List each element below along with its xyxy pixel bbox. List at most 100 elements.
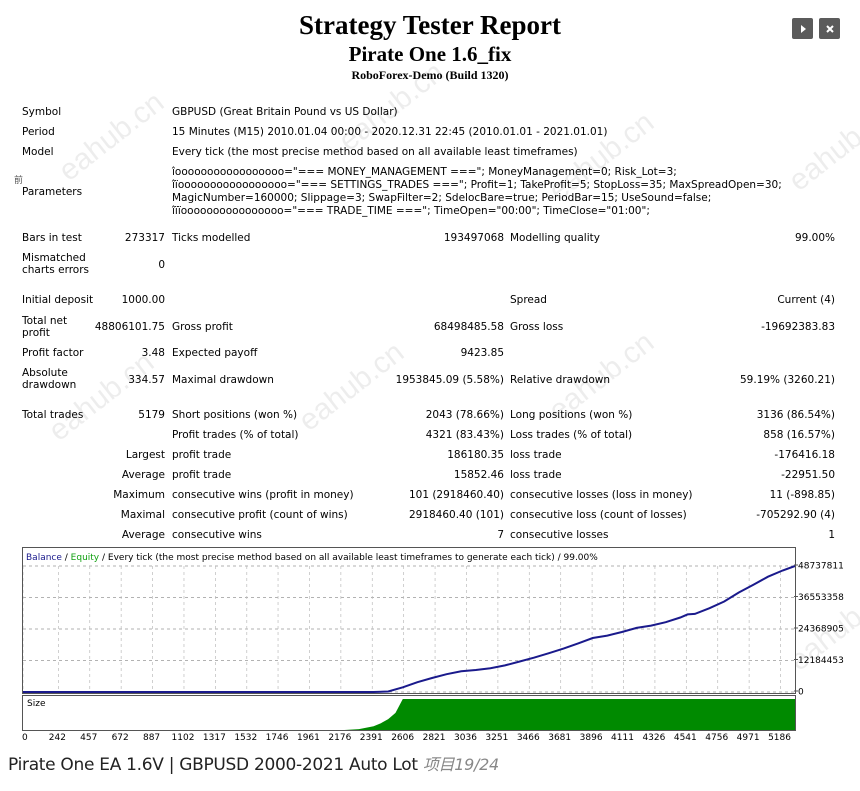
size-chart: Size (22, 695, 796, 731)
spread-value: Current (4) (777, 294, 835, 306)
average-consec-profit-value: 7 (497, 529, 504, 541)
y-axis-labels: 0 12184453 24368905 36553358 48737811 (794, 562, 844, 698)
x-tick-label: 887 (143, 733, 160, 743)
symbol-value: GBPUSD (Great Britain Pound vs US Dollar… (172, 106, 398, 118)
legend-balance: Balance (26, 553, 62, 563)
x-tick-label: 3466 (517, 733, 540, 743)
bars-label: Bars in test (22, 232, 82, 244)
average-loss-value: -22951.50 (781, 469, 835, 481)
bars-value: 273317 (124, 232, 165, 244)
profit-trades-value: 4321 (83.43%) (425, 429, 504, 441)
period-value: 15 Minutes (M15) 2010.01.04 00:00 - 2020… (172, 126, 608, 138)
caption-page: 项目19/24 (422, 755, 499, 774)
balance-chart: Balance / Equity / Every tick (the most … (22, 547, 796, 694)
watermark: eahub.cn (292, 335, 411, 438)
profit-trades-label: Profit trades (% of total) (172, 429, 299, 441)
deposit-value: 1000.00 (121, 294, 165, 306)
series-line-balance (23, 565, 795, 693)
x-tick-label: 2821 (423, 733, 446, 743)
max-drawdown-label: Maximal drawdown (172, 374, 274, 386)
x-tick-label: 4111 (611, 733, 634, 743)
abs-drawdown-label: Absolute drawdown (22, 367, 77, 391)
maximum-profit-value: 101 (2918460.40) (408, 489, 504, 501)
largest-label: Largest (125, 449, 165, 461)
max-drawdown-value: 1953845.09 (5.58%) (395, 374, 504, 386)
maximum-loss-value: 11 (-898.85) (769, 489, 835, 501)
x-tick-label: 1961 (297, 733, 320, 743)
largest-loss-label: loss trade (510, 449, 562, 461)
rel-drawdown-label: Relative drawdown (510, 374, 611, 386)
maximal-loss-label: consecutive loss (count of losses) (510, 509, 687, 521)
watermark: eahub.cn (52, 85, 171, 188)
x-tick-label: 4326 (642, 733, 665, 743)
average-loss-label: loss trade (510, 469, 562, 481)
play-button[interactable] (792, 18, 813, 39)
x-tick-label: 242 (49, 733, 66, 743)
maximal-profit-label: consecutive profit (count of wins) (172, 509, 348, 521)
x-tick-label: 457 (80, 733, 97, 743)
net-profit-label: Total net profit (22, 315, 68, 339)
close-icon (825, 24, 834, 33)
gross-profit-label: Gross profit (172, 321, 233, 333)
total-trades-label: Total trades (22, 409, 84, 421)
symbol-label: Symbol (22, 106, 62, 118)
y-tick-label: 36553358 (798, 593, 844, 603)
net-profit-value: 48806101.75 (94, 321, 165, 333)
average-consec-profit-label: consecutive wins (172, 529, 262, 541)
expected-payoff-value: 9423.85 (460, 347, 504, 359)
x-tick-label: 2391 (360, 733, 383, 743)
x-tick-label: 5186 (768, 733, 791, 743)
gross-profit-value: 68498485.58 (433, 321, 504, 333)
x-tick-label: 2176 (328, 733, 351, 743)
expected-payoff-label: Expected payoff (172, 347, 258, 359)
short-label: Short positions (won %) (172, 409, 298, 421)
report-title: Strategy Tester Report (299, 10, 561, 40)
long-label: Long positions (won %) (510, 409, 633, 421)
close-button[interactable] (819, 18, 840, 39)
x-tick-label: 3681 (548, 733, 571, 743)
broker-build: RoboForex-Demo (Build 1320) (351, 68, 509, 82)
mismatched-value: 0 (158, 259, 165, 271)
y-tick-label: 12184453 (798, 656, 844, 666)
x-tick-label: 2606 (391, 733, 414, 743)
long-value: 3136 (86.54%) (756, 409, 835, 421)
side-glyph: 前 (14, 176, 24, 186)
largest-profit-value: 186180.35 (447, 449, 504, 461)
x-axis-labels: 0 242 457 672 887 1102 1317 1532 1746 1961 2176 239… (22, 733, 791, 743)
average-profit-label: profit trade (172, 469, 232, 481)
report-subtitle: Pirate One 1.6_fix (348, 42, 512, 66)
legend-suffix: / Every tick (the most precise method ba… (99, 553, 598, 563)
ticks-label: Ticks modelled (172, 232, 251, 244)
loss-trades-label: Loss trades (% of total) (510, 429, 633, 441)
size-label: Size (27, 699, 46, 709)
y-tick-label: 48737811 (798, 562, 844, 572)
x-tick-label: 672 (112, 733, 129, 743)
y-tick-label: 24368905 (798, 625, 844, 635)
abs-drawdown-value: 334.57 (128, 374, 165, 386)
x-tick-label: 3251 (485, 733, 508, 743)
legend-equity: Equity (70, 553, 100, 563)
x-tick-label: 4756 (705, 733, 728, 743)
legend-separator: / (61, 553, 71, 563)
watermark: eahub.cn (42, 345, 161, 448)
x-tick-label: 3036 (454, 733, 477, 743)
loss-trades-value: 858 (16.57%) (763, 429, 835, 441)
x-tick-label: 4541 (674, 733, 697, 743)
average-consec-label: Average (121, 529, 165, 541)
maximum-profit-label: consecutive wins (profit in money) (172, 489, 354, 501)
average-consec-loss-value: 1 (828, 529, 835, 541)
x-tick-label: 4971 (737, 733, 760, 743)
spread-label: Spread (510, 294, 547, 306)
caption: Pirate One EA 1.6V | GBPUSD 2000-2021 Au… (8, 751, 499, 775)
model-value: Every tick (the most precise method base… (172, 146, 578, 158)
maximum-label: Maximum (113, 489, 165, 501)
model-label: Model (22, 146, 54, 158)
largest-loss-value: -176416.18 (774, 449, 835, 461)
balance-chart-plot (23, 565, 795, 693)
quality-label: Modelling quality (510, 232, 600, 244)
gross-loss-value: -19692383.83 (761, 321, 835, 333)
x-tick-label: 1102 (172, 733, 195, 743)
total-trades-value: 5179 (138, 409, 165, 421)
maximal-profit-value: 2918460.40 (101) (408, 509, 504, 521)
x-tick-label: 1746 (266, 733, 289, 743)
